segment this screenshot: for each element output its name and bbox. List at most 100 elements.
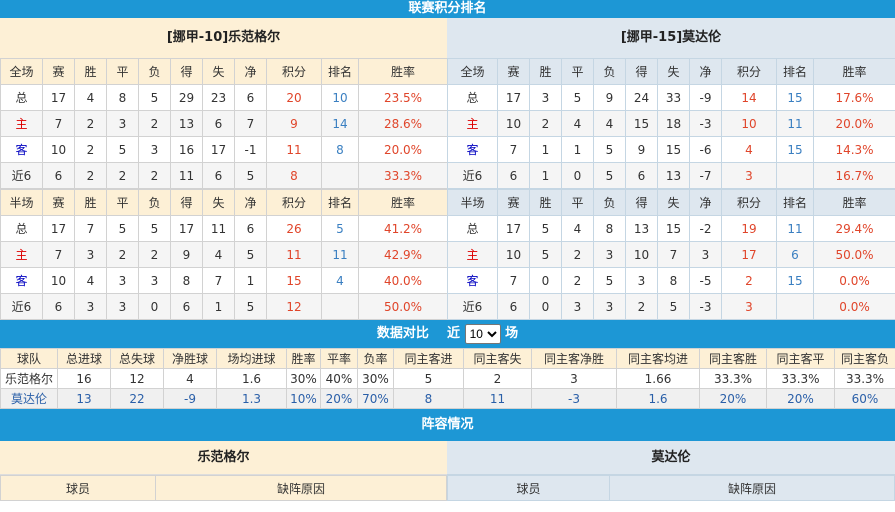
lineup-title-bar: 阵容情况	[0, 409, 895, 441]
cell: 3	[689, 241, 722, 268]
cell: 4	[721, 136, 777, 163]
column-header: 同主客净胜	[531, 348, 617, 369]
cell: 4	[561, 215, 594, 242]
cell: 2	[106, 162, 139, 189]
column-header: 胜率	[358, 189, 448, 216]
column-header: 得	[170, 189, 203, 216]
cell: 20%	[320, 388, 358, 409]
cell: 11	[202, 215, 235, 242]
cell: 10	[497, 241, 530, 268]
cell: 17.6%	[813, 84, 895, 111]
cell: -1	[234, 136, 267, 163]
cell: 50.0%	[358, 293, 448, 320]
cell: 20%	[766, 388, 835, 409]
cell: 2	[138, 162, 171, 189]
table-row: 近6 6 2 2 2 11 6 5 8 33.3%	[0, 162, 448, 189]
cell: 6	[234, 215, 267, 242]
cell: 1	[234, 267, 267, 294]
cell: 18	[657, 110, 690, 137]
compare-title-bar: 数据对比 近 10 场	[0, 320, 895, 348]
cell: 8	[321, 136, 359, 163]
column-header: 净	[234, 189, 267, 216]
recent-count-select[interactable]: 10	[464, 323, 501, 344]
table-row: 主 7 3 2 2 9 4 5 11 11 42.9%	[0, 241, 448, 268]
cell: 1	[529, 162, 562, 189]
cell: 3	[625, 267, 658, 294]
cell: 17	[497, 84, 530, 111]
cell: 近6	[0, 293, 43, 320]
cell	[776, 293, 814, 320]
cell: 15	[776, 136, 814, 163]
cell: 33.3%	[766, 368, 835, 389]
column-header: 胜	[529, 189, 562, 216]
cell: -3	[689, 110, 722, 137]
cell: 8	[170, 267, 203, 294]
cell: 12	[266, 293, 322, 320]
cell: 70%	[357, 388, 394, 409]
cell: 40%	[320, 368, 358, 389]
cell: 15	[776, 267, 814, 294]
cell: 2	[463, 368, 532, 389]
column-header: 净	[689, 189, 722, 216]
team-link[interactable]: 莫达伦	[0, 388, 58, 409]
cell: 5	[593, 267, 626, 294]
cell: 主	[447, 110, 498, 137]
cell: 8	[593, 215, 626, 242]
cell: 12	[110, 368, 164, 389]
cell: 1.3	[216, 388, 287, 409]
cell: 42.9%	[358, 241, 448, 268]
cell: 5	[529, 241, 562, 268]
column-header: 同主客平	[766, 348, 835, 369]
table-row: 主 10 5 2 3 10 7 3 17 6 50.0%	[447, 241, 895, 268]
cell: 13	[57, 388, 111, 409]
cell: 5	[138, 215, 171, 242]
cell: 主	[0, 241, 43, 268]
column-header: 胜率	[813, 58, 895, 85]
cell: 1.6	[216, 368, 287, 389]
column-header: 积分	[266, 58, 322, 85]
cell: 2	[74, 162, 107, 189]
cell: 2	[74, 110, 107, 137]
cell: 17	[42, 215, 75, 242]
cell: 0.0%	[813, 293, 895, 320]
cell: 15	[657, 136, 690, 163]
cell: 1	[529, 136, 562, 163]
cell: 15	[776, 84, 814, 111]
cell: 5	[321, 215, 359, 242]
column-header: 失	[657, 189, 690, 216]
column-header: 积分	[721, 189, 777, 216]
cell: 6	[202, 162, 235, 189]
cell: 2	[529, 110, 562, 137]
cell: 4	[561, 110, 594, 137]
cell: 10	[321, 84, 359, 111]
cell: 客	[447, 267, 498, 294]
column-header: 失	[657, 58, 690, 85]
cell: 3	[106, 293, 139, 320]
cell: 5	[234, 162, 267, 189]
column-header: 胜	[529, 58, 562, 85]
column-header: 同主客胜	[699, 348, 767, 369]
home-standings: [挪甲-10]乐范格尔 全场赛胜平负得失净积分 排名 胜率总 17 4 8 5 29 23 6 20 1…	[0, 18, 448, 320]
cell: 6	[776, 241, 814, 268]
home-lineup-team: 乐范格尔	[0, 441, 447, 475]
cell: 客	[447, 136, 498, 163]
cell: 2	[74, 136, 107, 163]
cell: 13	[170, 110, 203, 137]
cell: 11	[266, 136, 322, 163]
cell: 总	[447, 84, 498, 111]
cell: 2	[561, 267, 594, 294]
cell: 28.6%	[358, 110, 448, 137]
column-header: 全场	[0, 58, 43, 85]
column-header: 平	[106, 189, 139, 216]
cell: 10	[497, 110, 530, 137]
cell: 11	[776, 110, 814, 137]
compare-title: 数据对比	[376, 326, 429, 341]
column-header: 胜率	[813, 189, 895, 216]
cell: 30%	[286, 368, 321, 389]
cell: 2	[721, 267, 777, 294]
cell: 19	[721, 215, 777, 242]
column-header: 场均进球	[216, 348, 287, 369]
team-link[interactable]: 乐范格尔	[0, 368, 58, 389]
column-header: 净	[234, 58, 267, 85]
cell: 30%	[357, 368, 394, 389]
